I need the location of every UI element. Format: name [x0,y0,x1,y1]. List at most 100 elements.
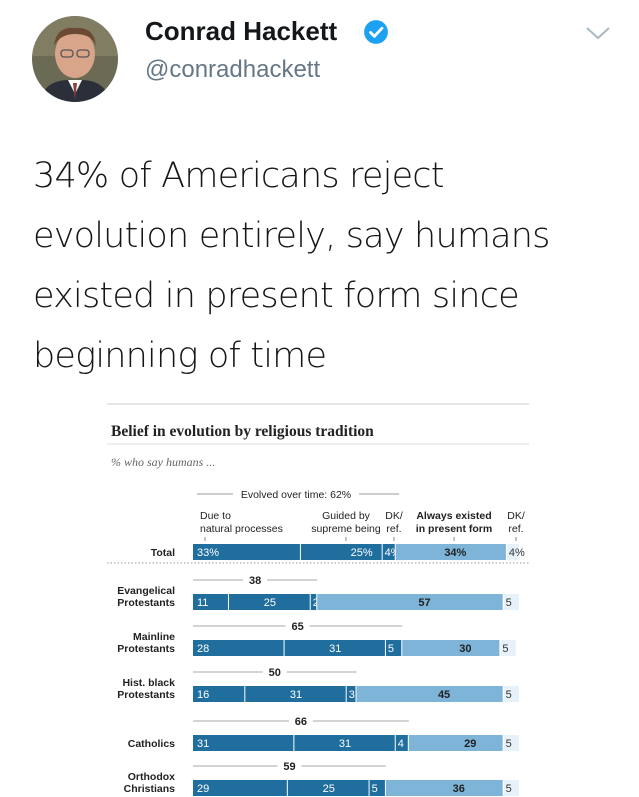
bar-supreme-being [300,544,382,560]
bar-always-dk [503,686,519,702]
bar-natural-processes [193,544,300,560]
bar-always-dk [500,640,516,656]
evolved-total-evangelical-protestants: 38 [249,575,261,587]
bar-label-always-existed: 36 [453,783,465,795]
bar-label-always-existed: 30 [459,643,471,655]
col-head-dk1-line1: DK/ [385,510,403,522]
evolved-total-catholics: 66 [295,716,307,728]
bar-label-always-dk: 5 [506,783,512,795]
row-label-orthodox-christians: Orthodox [128,771,175,783]
profile-photo [32,16,118,102]
row-label-mainline-protestants: Protestants [117,643,175,655]
evolved-total-hist-black-protestants: 50 [269,667,281,679]
bar-label-always-dk: 5 [506,689,512,701]
tweet-text-line: existed in present form since [33,276,520,316]
bar-label-supreme-being: 31 [339,738,351,750]
bar-label-natural-processes: 29 [197,783,209,795]
bar-label-evolved-dk: 5 [388,643,394,655]
chevron-down-icon[interactable] [585,24,611,42]
bar-label-natural-processes: 31 [197,738,209,750]
bar-label-natural-processes: 33% [197,547,219,559]
group-header: Evolved over time: 62% [241,489,351,501]
bar-label-evolved-dk: 4 [398,738,404,750]
avatar[interactable] [32,16,118,102]
bar-supreme-being [287,780,369,796]
row-label-evangelical-protestants: Protestants [117,597,175,609]
col-head-always-line1: Always existed [416,510,491,522]
bar-label-evolved-dk: 5 [372,783,378,795]
bar-always-existed [385,780,503,796]
bar-natural-processes [193,735,294,751]
bar-always-existed [402,640,500,656]
bar-label-supreme-being: 25 [323,783,335,795]
verified-badge-icon [364,20,388,44]
tweet-text: 34% of Americans reject evolution entire… [33,146,593,386]
col-head-dk1-line2: ref. [386,523,401,535]
bar-always-dk [503,594,519,610]
bar-evolved-dk [369,780,385,796]
bar-supreme-being [245,686,346,702]
bar-natural-processes [193,780,287,796]
bar-label-natural-processes: 11 [197,597,208,609]
tweet-text-line: beginning of time [33,336,327,376]
bar-natural-processes [193,640,284,656]
row-label-total: Total [151,547,175,559]
bar-label-always-dk: 5 [506,738,512,750]
bar-label-natural-processes: 28 [197,643,209,655]
bar-label-always-dk: 5 [502,643,508,655]
bar-label-supreme-being: 25% [351,547,373,559]
col-head-dk2-line1: DK/ [507,510,525,522]
tweet-text-line: evolution entirely, say humans [33,216,550,256]
bar-natural-processes [193,594,228,610]
bar-always-existed [408,735,503,751]
chart-image[interactable]: Belief in evolution by religious traditi… [107,400,529,797]
row-label-mainline-protestants: Mainline [133,631,175,643]
bar-always-existed [395,544,506,560]
bar-label-always-dk: 4% [509,547,525,559]
bar-label-always-existed: 29 [464,738,476,750]
col-head-always-line2: in present form [416,523,492,535]
bar-evolved-dk [382,544,395,560]
bar-always-dk [503,735,519,751]
row-label-evangelical-protestants: Evangelical [117,585,175,597]
column-headers: Due to natural processes Guided by supre… [200,510,525,535]
bar-label-always-existed: 45 [438,689,450,701]
bar-always-dk [506,544,519,560]
bar-label-evolved-dk: 2 [313,597,319,609]
author-handle[interactable]: @conradhackett [145,56,321,83]
bar-label-supreme-being: 31 [329,643,341,655]
bar-label-always-existed: 34% [444,547,466,559]
bar-label-always-dk: 5 [506,597,512,609]
bar-label-supreme-being: 25 [264,597,276,609]
bar-always-existed [317,594,503,610]
bar-evolved-dk [346,686,356,702]
evolved-total-mainline-protestants: 65 [292,621,304,633]
col-head-natural-line1: Due to [200,510,231,522]
column-tick-marks [204,537,517,541]
row-label-hist-black-protestants: Hist. black [122,677,175,689]
evolved-total-orthodox-christians: 59 [283,761,295,773]
col-head-guided-line2: supreme being [311,523,381,535]
bar-label-always-existed: 57 [418,597,430,609]
bar-label-supreme-being: 31 [290,689,302,701]
row-label-orthodox-christians: Christians [124,783,176,795]
chart-rows: Total 33% 25% 4% 34% 4%EvangelicalProtestants… [117,544,525,796]
col-head-dk2-line2: ref. [508,523,523,535]
bar-always-dk [503,780,519,796]
bar-label-natural-processes: 16 [197,689,209,701]
bar-supreme-being [284,640,385,656]
bar-evolved-dk [385,640,402,656]
chart-subtitle: % who say humans ... [111,455,215,469]
col-head-natural-line2: natural processes [200,523,283,535]
bar-evolved-dk [395,735,408,751]
bar-evolved-dk [310,594,317,610]
col-head-guided-line1: Guided by [322,510,371,522]
row-label-catholics: Catholics [128,738,175,750]
chart-title: Belief in evolution by religious traditi… [111,423,374,440]
chart: Belief in evolution by religious traditi… [107,403,529,796]
bar-supreme-being [294,735,395,751]
bar-always-existed [356,686,503,702]
bar-label-evolved-dk: 3 [349,689,355,701]
row-label-hist-black-protestants: Protestants [117,689,175,701]
author-name[interactable]: Conrad Hackett [145,16,338,46]
